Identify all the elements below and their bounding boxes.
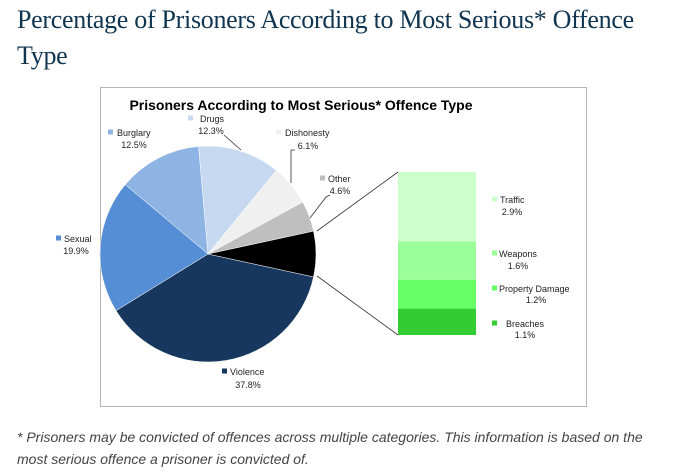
label-value: 1.6% (508, 261, 529, 271)
label-name: Sexual (64, 234, 92, 244)
legend-swatch (492, 196, 497, 202)
label-value: 6.1% (298, 141, 319, 151)
label-name: Weapons (499, 249, 537, 259)
connector-bottom (316, 275, 399, 336)
legend-swatch (492, 320, 497, 326)
pie-slice-breakdown-group (207, 230, 317, 278)
breakdown-bar (398, 172, 476, 335)
bar-segment-breaches (398, 308, 476, 335)
leader-line-other (309, 194, 331, 219)
label-name: Other (328, 174, 351, 184)
data-label-sexual: Sexual 19.9% (56, 234, 92, 256)
label-name: Property Damage (499, 284, 570, 294)
legend-swatch (492, 285, 497, 291)
label-value: 19.9% (63, 246, 89, 256)
label-name: Traffic (500, 195, 525, 205)
pie-slice-burglary (124, 146, 209, 255)
label-name: Dishonesty (285, 128, 330, 138)
legend-swatch (492, 250, 497, 256)
data-label-burglary: Burglary 12.5% (108, 128, 151, 150)
data-label-weapons: Weapons 1.6% (492, 249, 537, 271)
label-value: 37.8% (235, 380, 261, 390)
label-value: 12.3% (198, 126, 224, 136)
label-name: Burglary (117, 128, 151, 138)
pie-slice-violence (115, 253, 314, 363)
legend-swatch (276, 129, 281, 135)
label-value: 2.9% (502, 207, 523, 217)
legend-swatch (222, 368, 227, 374)
label-value: 1.1% (515, 330, 536, 340)
data-label-dishonesty: Dishonesty 6.1% (276, 128, 330, 151)
data-label-other: Other 4.6% (320, 174, 351, 196)
label-name: Violence (230, 367, 264, 377)
leader-line-drugs (223, 134, 242, 151)
pie-slice-drugs (198, 145, 277, 255)
bar-segment-traffic (398, 172, 476, 242)
data-label-drugs: Drugs 12.3% (188, 114, 225, 136)
data-label-traffic: Traffic 2.9% (492, 195, 525, 217)
pie (99, 145, 317, 363)
label-name: Breaches (506, 319, 545, 329)
label-value: 12.5% (121, 140, 147, 150)
label-value: 4.6% (330, 186, 351, 196)
page-heading: Percentage of Prisoners According to Mos… (17, 5, 634, 70)
label-value: 1.2% (526, 295, 547, 305)
connector-top (316, 171, 399, 232)
leader-line-dishonesty (290, 149, 295, 183)
legend-swatch (108, 129, 113, 135)
legend-swatch (188, 115, 193, 121)
legend-swatch (56, 235, 61, 241)
bar-segment-weapons (398, 241, 476, 280)
label-name: Drugs (200, 114, 225, 124)
pie-slice-sexual (99, 184, 209, 311)
leader-lines (223, 134, 399, 336)
footnote: * Prisoners may be convicted of offences… (17, 429, 643, 467)
data-label-violence: Violence 37.8% (222, 367, 264, 390)
bar-segment-property-damage (398, 279, 476, 309)
chart-title: Prisoners According to Most Serious* Off… (129, 97, 472, 113)
legend-swatch (320, 175, 325, 181)
